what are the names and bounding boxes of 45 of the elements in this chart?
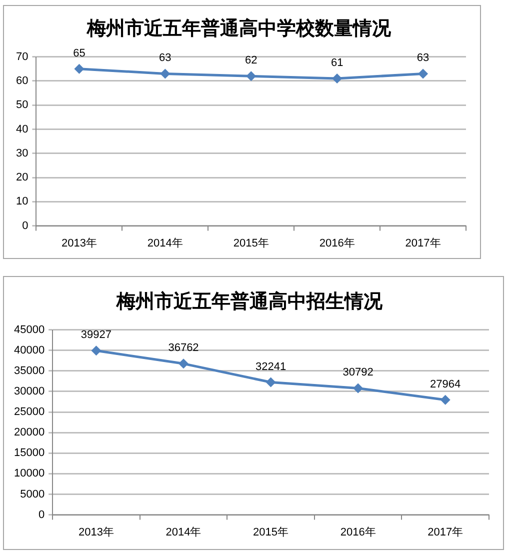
x-tick-label: 2013年 bbox=[61, 237, 97, 250]
point bbox=[440, 394, 450, 405]
y-tick-label: 20000 bbox=[14, 426, 45, 439]
y-tick-label: 50 bbox=[16, 99, 28, 112]
data-label: 27964 bbox=[430, 378, 461, 390]
y-tick-label: 0 bbox=[22, 220, 28, 232]
data-label: 61 bbox=[330, 57, 344, 70]
y-tick-label: 70 bbox=[16, 50, 28, 63]
data-label: 65 bbox=[73, 47, 86, 60]
y-tick-label: 45000 bbox=[14, 324, 45, 336]
x-tick-label: 2016年 bbox=[319, 237, 355, 250]
y-tick-label: 15000 bbox=[14, 447, 45, 460]
y-tick-label: 60 bbox=[16, 74, 28, 87]
y-tick-label: 5000 bbox=[20, 488, 45, 500]
y-tick-label: 30000 bbox=[14, 386, 45, 398]
x-tick-label: 2017年 bbox=[428, 526, 464, 538]
x-tick-label: 2014年 bbox=[166, 526, 202, 538]
data-label: 62 bbox=[244, 54, 258, 67]
y-tick-label: 25000 bbox=[14, 406, 45, 418]
y-tick-label: 35000 bbox=[14, 364, 45, 377]
y-tick-label: 30 bbox=[16, 147, 28, 160]
point bbox=[353, 383, 364, 394]
x-tick-label: 2015年 bbox=[233, 237, 269, 250]
chart-title: 梅州市近五年普通高中招生情况 bbox=[116, 290, 384, 312]
x-tick-label: 2016年 bbox=[340, 526, 376, 538]
y-tick-label: 0 bbox=[38, 508, 45, 521]
data-label: 30792 bbox=[342, 366, 374, 379]
data-label: 39927 bbox=[80, 329, 112, 342]
y-tick-label: 10 bbox=[16, 196, 28, 208]
x-tick-label: 2017年 bbox=[405, 237, 441, 250]
data-label: 63 bbox=[416, 52, 430, 64]
x-tick-label: 2014年 bbox=[147, 237, 183, 250]
data-label: 63 bbox=[159, 52, 172, 64]
x-tick-label: 2013年 bbox=[78, 526, 114, 538]
data-label: 32241 bbox=[255, 360, 286, 373]
x-tick-label: 2015年 bbox=[253, 526, 289, 538]
chart-title: 梅州市近五年普通高中学校数量情况 bbox=[86, 17, 392, 40]
y-tick-label: 40 bbox=[16, 123, 28, 136]
y-tick-label: 40000 bbox=[14, 344, 45, 356]
y-tick-label: 20 bbox=[16, 172, 28, 184]
data-label: 36762 bbox=[168, 342, 199, 354]
point bbox=[266, 377, 276, 388]
y-tick-label: 10000 bbox=[14, 468, 45, 480]
point bbox=[91, 346, 102, 356]
point bbox=[178, 358, 189, 369]
